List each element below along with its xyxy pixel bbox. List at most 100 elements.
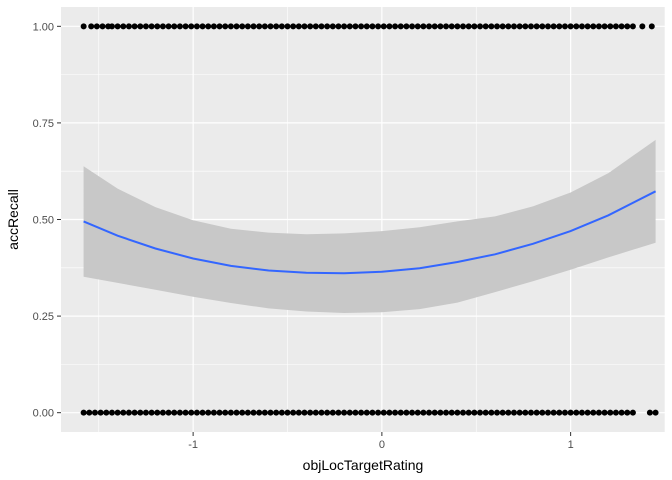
y-tick-label: 0.25 <box>33 311 54 323</box>
data-point <box>250 409 257 416</box>
data-point <box>409 23 416 30</box>
data-point <box>114 23 121 30</box>
data-point <box>624 23 631 30</box>
data-point <box>363 409 370 416</box>
data-point <box>131 23 138 30</box>
data-point <box>488 409 495 416</box>
data-point <box>482 23 489 30</box>
data-point <box>539 409 546 416</box>
data-point <box>601 409 608 416</box>
data-point <box>426 409 433 416</box>
data-point <box>454 409 461 416</box>
data-point <box>142 23 149 30</box>
data-point <box>465 409 472 416</box>
data-point <box>171 409 178 416</box>
data-point <box>193 409 200 416</box>
data-point <box>324 409 331 416</box>
data-point <box>284 23 291 30</box>
data-point <box>392 23 399 30</box>
data-point <box>108 409 115 416</box>
data-point <box>522 409 529 416</box>
x-axis-title: objLocTargetRating <box>303 457 424 473</box>
data-point <box>227 23 234 30</box>
data-point <box>278 23 285 30</box>
data-point <box>414 23 421 30</box>
data-point <box>448 409 455 416</box>
data-point <box>409 409 416 416</box>
data-point <box>561 23 568 30</box>
data-point <box>244 23 251 30</box>
data-point <box>556 23 563 30</box>
data-point <box>341 409 348 416</box>
data-point <box>618 409 625 416</box>
data-point <box>386 409 393 416</box>
y-axis-title: accRecall <box>5 189 21 250</box>
data-point <box>443 23 450 30</box>
smooth-line <box>83 190 657 275</box>
data-point <box>578 23 585 30</box>
data-point <box>561 409 568 416</box>
data-point <box>488 23 495 30</box>
data-point <box>567 409 574 416</box>
y-tick-label: 1.00 <box>33 21 54 33</box>
data-point <box>222 409 229 416</box>
data-point <box>329 409 336 416</box>
data-point <box>159 409 166 416</box>
data-point <box>527 23 534 30</box>
data-point <box>165 23 172 30</box>
y-axis-ticks: 0.00 0.25 0.50 0.75 1.00 <box>33 21 61 420</box>
data-point <box>612 23 619 30</box>
data-point <box>318 409 325 416</box>
data-point <box>624 409 631 416</box>
data-point <box>273 23 280 30</box>
data-point <box>639 23 646 30</box>
data-point <box>403 409 410 416</box>
data-point <box>590 409 597 416</box>
data-point <box>301 23 308 30</box>
data-point <box>88 23 95 30</box>
data-point <box>284 409 291 416</box>
data-point <box>567 23 574 30</box>
data-point <box>482 409 489 416</box>
data-point <box>273 409 280 416</box>
data-point <box>516 23 523 30</box>
data-point <box>120 23 127 30</box>
data-point <box>380 409 387 416</box>
x-axis-ticks: -1 0 1 <box>188 432 574 451</box>
data-point <box>437 409 444 416</box>
data-point <box>290 23 297 30</box>
data-point <box>86 409 93 416</box>
data-point <box>80 23 87 30</box>
data-point <box>573 23 580 30</box>
data-point <box>148 409 155 416</box>
data-point <box>375 23 382 30</box>
data-point <box>380 23 387 30</box>
data-point <box>590 23 597 30</box>
data-point <box>307 23 314 30</box>
data-point <box>137 409 144 416</box>
data-point <box>375 409 382 416</box>
data-point <box>403 23 410 30</box>
data-point <box>171 23 178 30</box>
data-point <box>290 409 297 416</box>
data-point <box>584 23 591 30</box>
data-point <box>629 23 636 30</box>
data-point <box>227 409 234 416</box>
data-point <box>176 409 183 416</box>
data-point <box>250 23 257 30</box>
data-point <box>199 409 206 416</box>
data-point <box>499 23 506 30</box>
data-point <box>267 409 274 416</box>
data-point <box>108 23 115 30</box>
data-point <box>99 23 106 30</box>
data-point <box>556 409 563 416</box>
data-point <box>550 409 557 416</box>
data-point <box>601 23 608 30</box>
data-point <box>329 23 336 30</box>
y-tick-label: 0.50 <box>33 215 54 227</box>
data-point <box>193 23 200 30</box>
data-point <box>335 409 342 416</box>
data-point <box>454 23 461 30</box>
data-point <box>261 409 268 416</box>
data-point <box>93 23 100 30</box>
